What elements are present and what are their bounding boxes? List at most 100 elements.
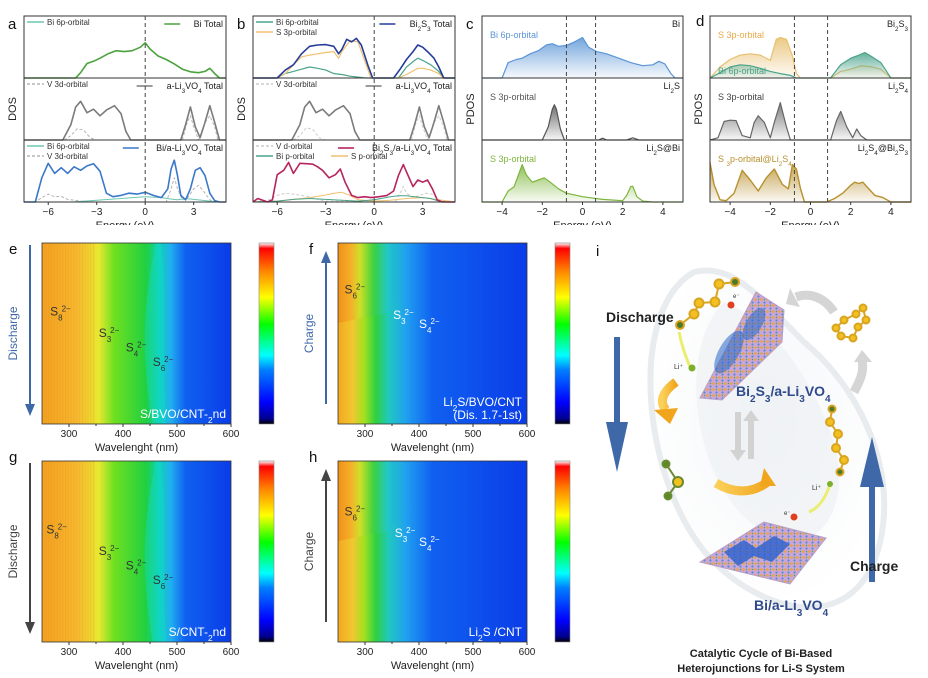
panel-label-a: a <box>8 16 17 33</box>
x-tick-label: 600 <box>519 647 536 658</box>
x-tick-label: 0 <box>142 207 148 218</box>
discharge-label: Discharge <box>606 309 674 325</box>
species-label: S32− <box>393 308 414 326</box>
direction-label: Discharge <box>6 306 20 360</box>
x-tick-label: 500 <box>169 429 186 440</box>
legend-label: a-Li3VO4 Total <box>167 81 223 95</box>
gray-cycle-arrow-icon <box>794 290 838 315</box>
x-tick-label: 400 <box>411 429 428 440</box>
species-label: S42− <box>419 535 440 553</box>
heatmap-cyan-band <box>144 243 167 424</box>
heatmap-surface <box>42 243 231 424</box>
plot-frame <box>252 15 456 203</box>
colorbar <box>554 460 571 643</box>
gray-arrowhead-icon <box>786 288 800 307</box>
electron-label: e⁻ <box>733 294 740 300</box>
legend-label: Li2S4 <box>888 81 909 95</box>
plot-frame <box>41 460 232 643</box>
li-ion-label: Li⁺ <box>674 364 683 371</box>
arrowhead-down-icon <box>25 404 35 416</box>
series-line-bi-6p-orbital <box>253 57 455 79</box>
legend-label: Li2S <box>663 81 680 95</box>
chart-heatmap-g: 300 400 500 600 Wavelenght (nm) Discharge S82−… <box>6 460 275 672</box>
electron-icon <box>727 301 735 309</box>
orange-arrowhead-2-icon <box>760 468 776 486</box>
x-axis-label: Energy (eV) <box>96 220 155 225</box>
heatmap-cyan-band <box>144 461 167 642</box>
legend-label: Bi 6p-orbital <box>276 18 319 27</box>
x-tick-label: 400 <box>115 429 132 440</box>
panel-label-e: e <box>9 241 18 258</box>
li-ion-path-2-icon <box>808 483 832 514</box>
legend-label: Bi2S3 Total <box>410 19 452 33</box>
sample-label: S/BVO/CNT-2nd <box>140 407 226 425</box>
species-label: S62− <box>344 504 365 522</box>
schematic-catalytic-cycle: Discharge Charge Li⁺ e⁻ Bi2S3/a-Li3VO4 <box>606 267 898 675</box>
plot-frame <box>337 242 528 425</box>
series-line-bi2s3-total <box>253 37 455 79</box>
x-tick-label: 600 <box>223 429 240 440</box>
x-axis-label: Wavelenght (nm) <box>95 660 178 672</box>
legend-label: V 3d-orbital <box>47 152 88 161</box>
x-tick-label: 2 <box>620 207 626 218</box>
legend-label: S 3p-orbital <box>276 28 317 37</box>
x-tick-label: −3 <box>91 207 103 218</box>
x-axis-label: Wavelenght (nm) <box>95 442 178 454</box>
legend-label: Bi 6p-orbital <box>47 142 90 151</box>
series-line-a-li3vo4-total <box>24 100 226 141</box>
arrowhead-down-icon <box>25 622 35 634</box>
bottom-material-label: Bi/a-Li3VO4 <box>754 597 829 619</box>
species-label: S32− <box>99 326 120 344</box>
series-line-bi-total <box>24 42 226 79</box>
legend-label: S 3p-orbital <box>718 30 764 40</box>
subplot-d-1: S 3p-orbital Li2S4 <box>709 81 911 141</box>
x-axis-label: Energy (eV) <box>553 220 612 225</box>
x-tick-label: −6 <box>43 207 55 218</box>
x-tick-label: 300 <box>61 647 78 658</box>
series-line-bi-6p-orbital <box>482 36 683 79</box>
x-tick-label: 300 <box>61 429 78 440</box>
x-tick-label: 500 <box>465 647 482 658</box>
gray-arrowhead-2-icon <box>854 350 872 362</box>
colorbar <box>554 242 571 425</box>
x-tick-label: 0 <box>580 207 586 218</box>
area-c-1-0 <box>482 104 683 140</box>
subplot-d-2: S 3p-orbital@Li2S4 Li2S4@Bi2S3 <box>709 143 911 203</box>
x-axis-label: Energy (eV) <box>781 220 840 225</box>
x-tick-label: 600 <box>223 647 240 658</box>
direction-label: Charge <box>302 531 316 571</box>
x-tick-label: 600 <box>519 429 536 440</box>
x-tick-label: −2 <box>537 207 549 218</box>
series-line-s-3p-orbital <box>709 102 911 141</box>
x-axis-label: Wavelenght (nm) <box>391 660 474 672</box>
reversible-arrows-icon <box>730 410 759 461</box>
series-line-s-3p-orbital <box>253 40 455 79</box>
heatmap-surface <box>42 461 231 642</box>
heatmap-hot-region <box>338 243 448 323</box>
species-label: S62− <box>153 355 174 373</box>
plot-frame <box>41 242 232 425</box>
panel-label-d: d <box>696 13 705 30</box>
species-label: S62− <box>153 573 174 591</box>
charge-arrow-icon <box>860 437 884 582</box>
legend-label: Bi2S3 <box>887 19 909 33</box>
x-tick-label: 400 <box>115 647 132 658</box>
colorbar <box>258 460 275 643</box>
x-tick-label: −4 <box>496 207 508 218</box>
x-tick-label: 500 <box>465 429 482 440</box>
series-line-a-li3vo4-total <box>253 100 455 141</box>
series-line-s-3p-orbital-li2s4 <box>709 162 911 203</box>
series-line-bi2s3-a-li3vo4-total <box>252 161 455 203</box>
li2s-molecule-icon <box>661 459 684 501</box>
legend-label: Li2S@Bi <box>646 143 680 157</box>
arrowhead-up-icon <box>321 469 331 481</box>
area-d-0-1 <box>710 52 911 78</box>
species-label: S42− <box>419 317 440 335</box>
li-ion-icon <box>688 364 696 372</box>
y-axis-label: DOS <box>7 97 19 121</box>
legend-label: S 3p-orbital <box>490 92 536 102</box>
legend-label: V 3d-orbital <box>276 80 317 89</box>
plot-frame <box>337 460 528 643</box>
